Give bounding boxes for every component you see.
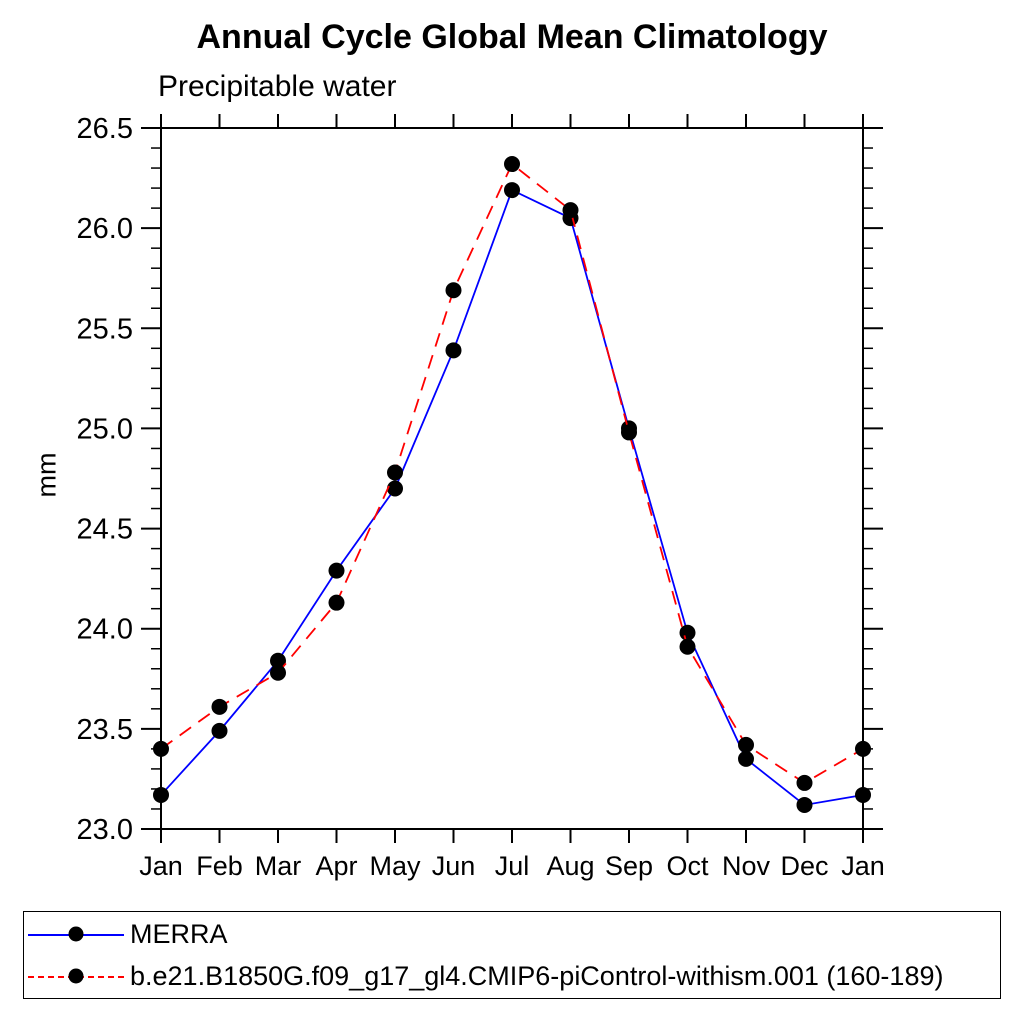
x-axis-tick-label: May <box>369 851 421 881</box>
data-point-marker-series-0 <box>328 562 345 579</box>
series-line-1 <box>160 162 864 784</box>
data-point-marker-series-1 <box>738 736 754 753</box>
data-point-marker-series-1 <box>153 740 169 757</box>
x-axis-tick-label: Apr <box>315 851 357 881</box>
y-axis-tick-label: 23.0 <box>77 814 133 846</box>
data-point-marker-series-0 <box>445 342 462 359</box>
legend-item-1: b.e21.B1850G.f09_g17_gl4.CMIP6-piControl… <box>24 956 1000 996</box>
y-axis-tick-label: 25.0 <box>77 413 133 445</box>
x-axis-tick-label: Jul <box>495 851 530 881</box>
data-point-marker-series-0 <box>679 624 696 641</box>
data-point-marker-series-1 <box>270 664 286 681</box>
data-point-marker-series-1 <box>211 698 228 715</box>
data-point-marker-series-1 <box>328 594 345 611</box>
chart-title: Annual Cycle Global Mean Climatology <box>196 18 828 56</box>
x-axis-tick-label: Jan <box>841 851 885 881</box>
x-axis-tick-label: Dec <box>780 851 828 881</box>
data-point-marker-series-1 <box>387 464 403 481</box>
data-point-marker-series-0 <box>211 722 228 739</box>
legend: MERRA b.e21.B1850G.f09_g17_gl4.CMIP6-piCo… <box>23 911 1001 999</box>
marker-dot-icon <box>68 968 84 984</box>
chart-subtitle: Precipitable water <box>158 70 397 103</box>
series-line-0 <box>160 188 864 806</box>
data-point-marker-series-1 <box>445 282 462 299</box>
data-point-marker-series-0 <box>504 182 520 199</box>
x-axis-tick-label: Mar <box>255 851 302 881</box>
data-point-marker-series-1 <box>621 424 637 441</box>
data-point-marker-series-0 <box>738 750 754 767</box>
x-axis-tick-label: Feb <box>196 851 243 881</box>
plot-frame <box>160 127 864 830</box>
legend-label: b.e21.B1850G.f09_g17_gl4.CMIP6-piControl… <box>130 960 944 991</box>
data-point-marker-series-0 <box>387 480 403 497</box>
x-axis-tick-label: Nov <box>722 851 771 881</box>
legend-label: MERRA <box>130 918 228 949</box>
data-point-marker-series-0 <box>796 796 813 813</box>
data-point-marker-series-1 <box>504 156 520 173</box>
y-axis-tick-label: 25.5 <box>77 313 133 345</box>
y-axis-tick-label: 24.5 <box>77 514 133 546</box>
x-axis-tick-label: Jan <box>139 851 183 881</box>
legend-item-0: MERRA <box>24 914 1000 954</box>
y-axis-tick-label: 24.0 <box>77 614 133 646</box>
x-axis-tick-label: Oct <box>666 851 709 881</box>
data-point-marker-series-0 <box>855 786 871 803</box>
y-axis-tick-label: 23.5 <box>77 714 133 746</box>
y-axis-tick-label: 26.0 <box>77 213 133 245</box>
data-point-marker-series-0 <box>270 652 286 669</box>
data-point-marker-series-0 <box>153 786 169 803</box>
data-point-marker-series-1 <box>855 740 871 757</box>
data-point-marker-series-1 <box>562 202 579 219</box>
data-point-marker-series-1 <box>679 638 696 655</box>
y-axis-tick-label: 26.5 <box>77 113 133 145</box>
x-axis-tick-label: Jun <box>432 851 476 881</box>
x-axis-tick-label: Sep <box>605 851 653 881</box>
data-point-marker-series-1 <box>796 774 813 791</box>
x-axis-tick-label: Aug <box>546 851 594 881</box>
marker-dot-icon <box>68 926 84 942</box>
